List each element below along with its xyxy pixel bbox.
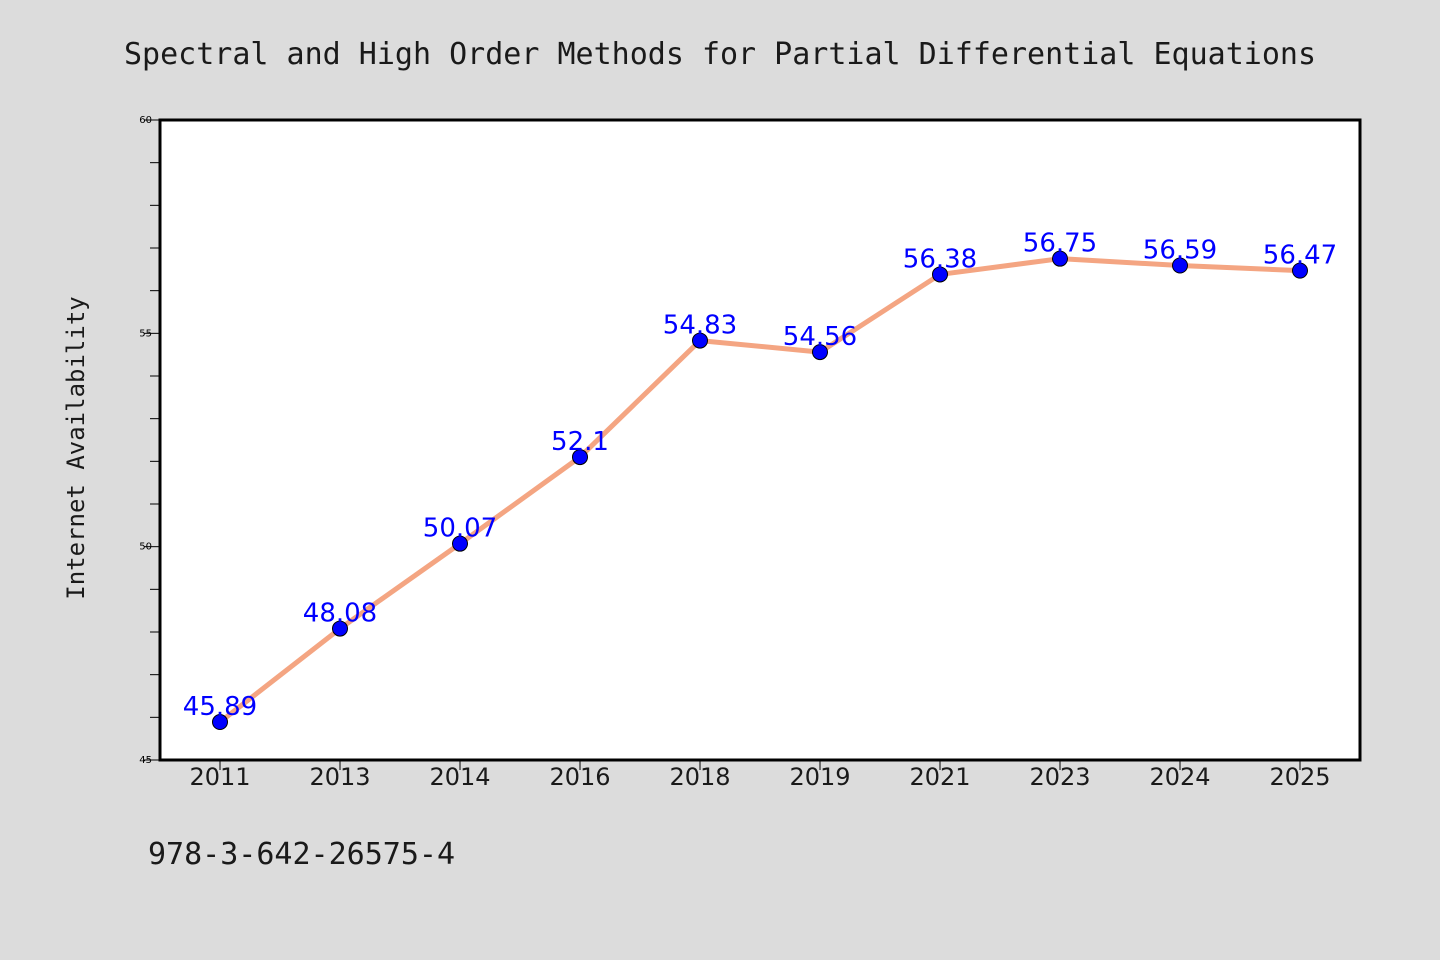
x-tick-label: 2019 [789, 763, 850, 791]
y-tick-label: 55 [139, 328, 152, 339]
data-label: 56.47 [1263, 241, 1337, 271]
plot-area [160, 120, 1360, 760]
x-tick-label: 2011 [189, 763, 250, 791]
y-axis-label: Internet Availability [62, 296, 90, 599]
plot-frame [158, 118, 1362, 762]
x-tick-label: 2023 [1029, 763, 1090, 791]
data-label: 48.08 [303, 599, 377, 629]
x-tick-label: 2018 [669, 763, 730, 791]
data-label: 54.56 [783, 322, 857, 352]
data-point-marker [932, 266, 948, 283]
x-tick-label: 2025 [1269, 763, 1330, 791]
x-tick-label: 2016 [549, 763, 610, 791]
data-point-marker [332, 620, 348, 637]
data-label: 56.59 [1143, 235, 1217, 265]
y-tick-label: 50 [139, 542, 152, 553]
data-point-marker [812, 344, 828, 361]
data-point-marker [1292, 262, 1308, 279]
x-tick-label: 2021 [909, 763, 970, 791]
data-label: 56.38 [903, 244, 977, 274]
y-axis-ticks: 45 50 55 60 [139, 115, 160, 766]
y-tick-label: 45 [139, 755, 152, 766]
x-tick-label: 2014 [429, 763, 490, 791]
data-label: 45.89 [183, 692, 257, 722]
data-point-marker [212, 714, 228, 731]
data-point-marker [1172, 257, 1188, 274]
x-tick-label: 2013 [309, 763, 370, 791]
data-label: 52.1 [551, 427, 609, 457]
data-label: 50.07 [423, 514, 497, 544]
data-point-marker [572, 449, 588, 466]
chart-title: Spectral and High Order Methods for Part… [124, 37, 1316, 72]
series-line [217, 256, 1303, 725]
series-layer: 45.89 48.08 50.07 52.1 54.83 54.56 56.38 56.75 5… [183, 229, 1337, 731]
x-tick-label: 2024 [1149, 763, 1210, 791]
y-tick-label: 60 [139, 115, 152, 126]
x-axis-ticks: 2011 2013 2014 2016 2018 2019 2021 2023 2024 2025 [189, 760, 1331, 791]
data-label: 54.83 [663, 311, 737, 341]
footer-isbn: 978-3-642-26575-4 [148, 837, 455, 872]
data-point-marker [692, 332, 708, 349]
data-point-marker [452, 535, 468, 552]
data-label: 56.75 [1023, 229, 1097, 259]
data-point-marker [1052, 250, 1068, 267]
